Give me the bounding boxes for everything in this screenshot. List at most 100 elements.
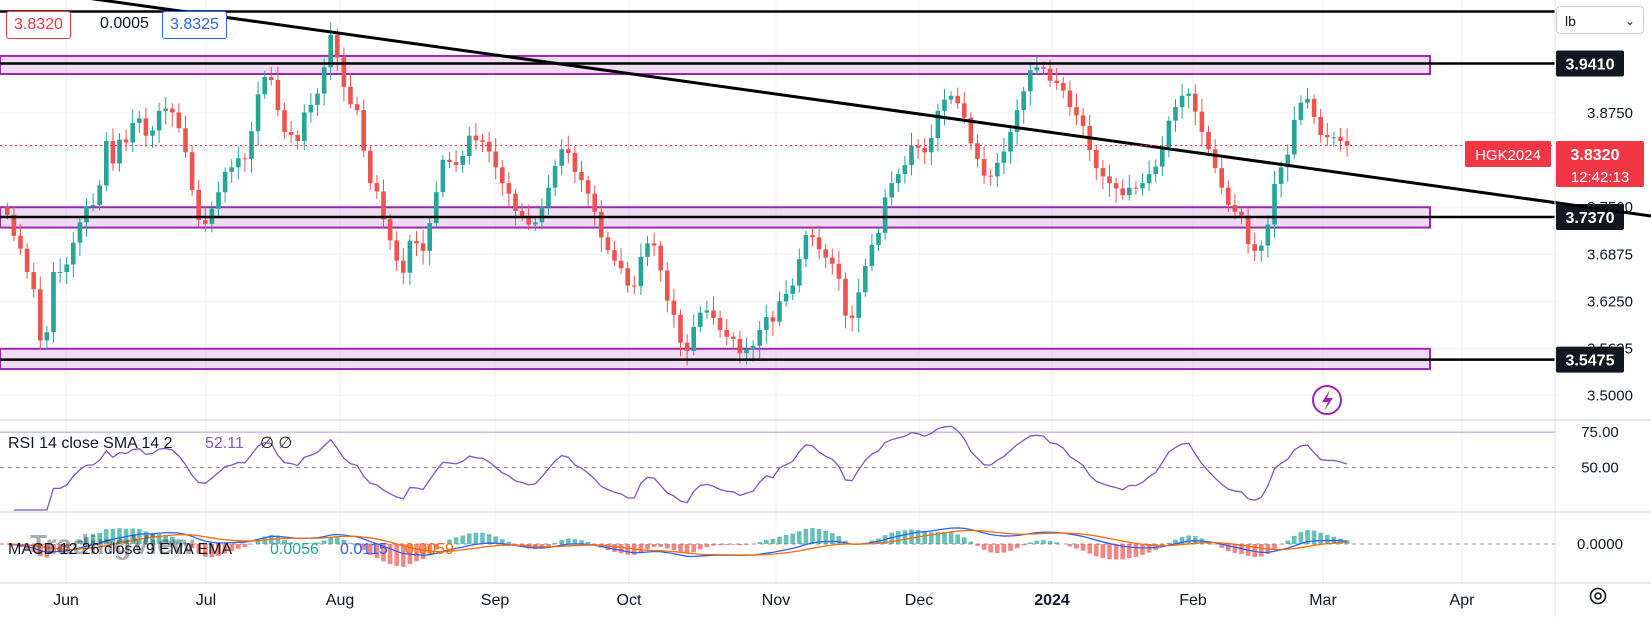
candle-body[interactable] — [150, 130, 155, 136]
candle-body[interactable] — [1008, 131, 1013, 152]
candle-body[interactable] — [361, 110, 366, 151]
candle-body[interactable] — [889, 183, 894, 198]
candle-body[interactable] — [24, 248, 30, 272]
candle-body[interactable] — [896, 174, 901, 184]
candle-body[interactable] — [704, 310, 710, 313]
candle-body[interactable] — [302, 112, 307, 141]
candle-body[interactable] — [711, 310, 716, 318]
candle-body[interactable] — [5, 207, 10, 215]
candle-body[interactable] — [262, 77, 267, 95]
candle-body[interactable] — [1318, 116, 1323, 135]
candle-body[interactable] — [51, 271, 56, 333]
candle-body[interactable] — [724, 329, 729, 337]
candle-body[interactable] — [222, 171, 228, 193]
candle-body[interactable] — [744, 349, 749, 354]
candle-body[interactable] — [401, 260, 406, 273]
candle-body[interactable] — [572, 153, 578, 172]
candle-body[interactable] — [321, 67, 327, 94]
candle-body[interactable] — [1034, 67, 1040, 71]
candle-body[interactable] — [612, 250, 617, 261]
candle-body[interactable] — [1100, 168, 1106, 177]
candle-body[interactable] — [1325, 134, 1330, 138]
candle-body[interactable] — [440, 159, 446, 193]
candle-body[interactable] — [645, 243, 650, 257]
candle-body[interactable] — [988, 175, 993, 177]
candle-body[interactable] — [183, 128, 188, 153]
candle-body[interactable] — [1127, 187, 1132, 196]
candle-body[interactable] — [830, 257, 835, 264]
candle-body[interactable] — [196, 189, 201, 221]
candle-body[interactable] — [968, 117, 974, 144]
candle-body[interactable] — [1193, 93, 1198, 112]
candle-body[interactable] — [856, 292, 861, 318]
candle-body[interactable] — [1285, 154, 1290, 168]
candle-body[interactable] — [1113, 183, 1119, 189]
candle-body[interactable] — [1252, 244, 1257, 251]
candle-body[interactable] — [665, 270, 670, 301]
candle-body[interactable] — [44, 332, 50, 341]
candle-body[interactable] — [467, 135, 472, 157]
candle-body[interactable] — [975, 143, 980, 160]
candle-body[interactable] — [519, 211, 525, 217]
candle-body[interactable] — [460, 156, 465, 166]
candle-body[interactable] — [143, 118, 149, 136]
candle-body[interactable] — [156, 110, 162, 131]
candle-body[interactable] — [1199, 111, 1205, 132]
candle-body[interactable] — [1298, 102, 1304, 120]
candle-body[interactable] — [1311, 98, 1317, 117]
candle-body[interactable] — [1094, 150, 1099, 169]
candle-body[interactable] — [1232, 204, 1238, 212]
unit-selector[interactable]: lb ⌄ — [1556, 6, 1644, 34]
candle-body[interactable] — [110, 140, 116, 164]
rsi-line[interactable] — [13, 425, 1348, 511]
candle-body[interactable] — [513, 193, 518, 211]
candle-body[interactable] — [176, 112, 182, 129]
candle-body[interactable] — [242, 158, 248, 160]
candle-body[interactable] — [328, 34, 333, 68]
candle-body[interactable] — [387, 219, 393, 241]
candle-body[interactable] — [717, 317, 723, 330]
candle-body[interactable] — [1206, 131, 1211, 150]
candle-body[interactable] — [1173, 107, 1178, 121]
candle-body[interactable] — [935, 110, 941, 138]
candle-body[interactable] — [638, 256, 644, 287]
candle-body[interactable] — [447, 159, 452, 163]
candle-body[interactable] — [453, 162, 459, 166]
candle-body[interactable] — [764, 317, 769, 330]
candle-body[interactable] — [407, 241, 413, 273]
candle-body[interactable] — [216, 192, 221, 209]
candle-body[interactable] — [1120, 188, 1125, 196]
candle-body[interactable] — [354, 104, 360, 111]
candle-body[interactable] — [882, 197, 888, 233]
candle-body[interactable] — [797, 259, 802, 286]
candle-body[interactable] — [1331, 137, 1337, 139]
candle-body[interactable] — [1219, 168, 1224, 188]
candle-body[interactable] — [579, 171, 584, 181]
candle-body[interactable] — [1074, 107, 1079, 116]
candle-body[interactable] — [750, 345, 756, 350]
candle-body[interactable] — [130, 122, 135, 143]
candle-body[interactable] — [434, 192, 439, 224]
candle-body[interactable] — [790, 285, 795, 294]
candle-body[interactable] — [282, 110, 287, 132]
candle-body[interactable] — [651, 243, 657, 246]
candle-body[interactable] — [552, 165, 558, 188]
candle-body[interactable] — [1265, 224, 1271, 246]
candle-body[interactable] — [500, 167, 505, 184]
candle-body[interactable] — [18, 235, 23, 249]
candle-body[interactable] — [335, 34, 340, 58]
candle-body[interactable] — [810, 235, 815, 238]
support-resistance-zone[interactable] — [0, 54, 1431, 76]
candle-body[interactable] — [605, 237, 611, 251]
candle-body[interactable] — [163, 108, 168, 111]
candle-body[interactable] — [117, 139, 122, 164]
candle-body[interactable] — [618, 260, 624, 269]
candle-body[interactable] — [308, 104, 314, 113]
candle-body[interactable] — [1054, 80, 1059, 84]
candle-body[interactable] — [77, 222, 83, 243]
candle-body[interactable] — [38, 289, 43, 341]
macd-signal-line[interactable] — [7, 529, 1348, 556]
candle-body[interactable] — [803, 235, 809, 260]
candle-body[interactable] — [955, 95, 960, 104]
candle-body[interactable] — [566, 149, 571, 154]
